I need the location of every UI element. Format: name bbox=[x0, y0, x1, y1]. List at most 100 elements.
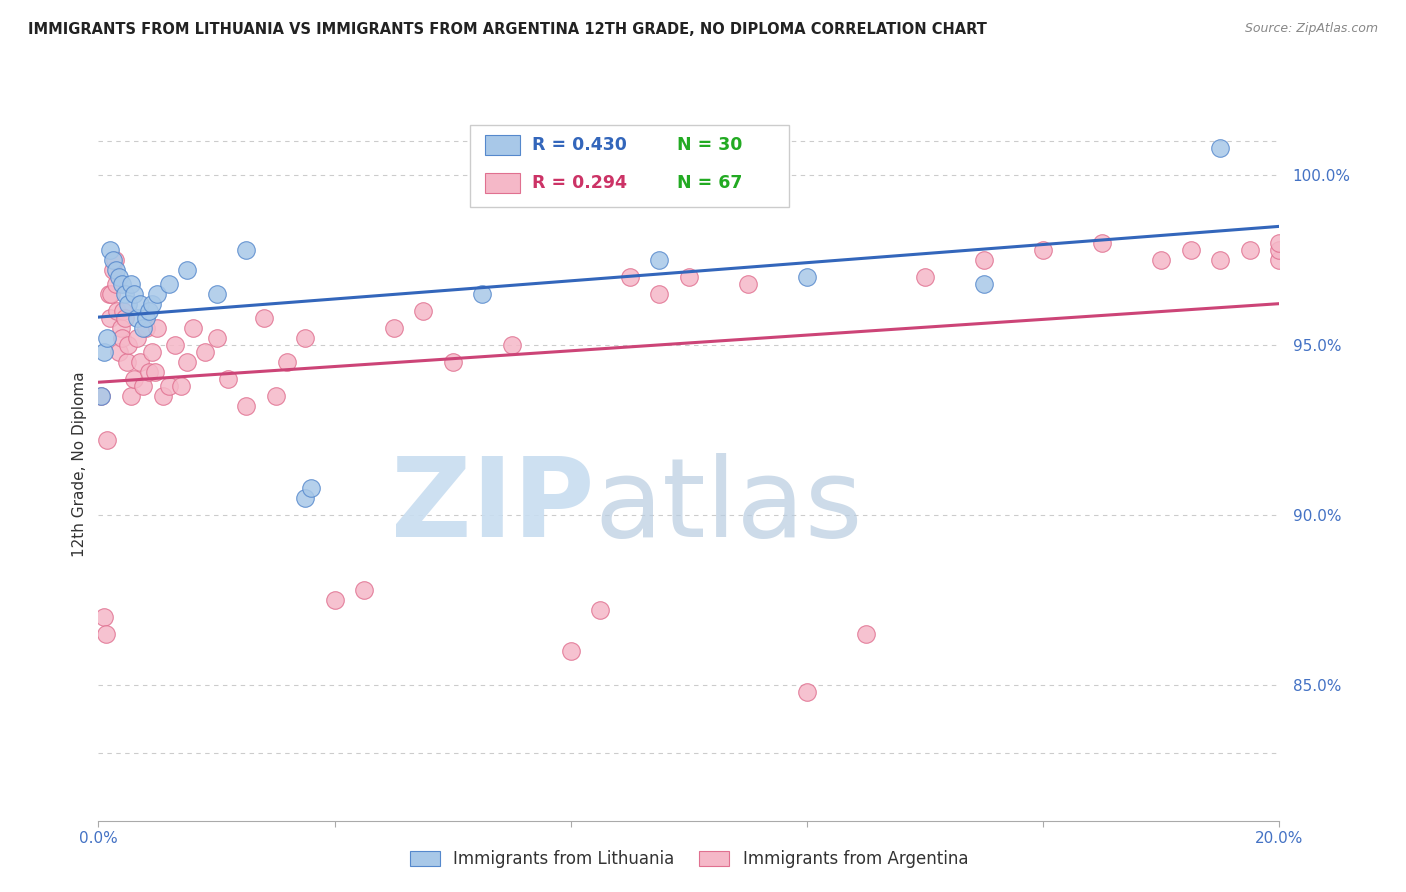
Point bbox=[93, 609, 115, 624]
Point bbox=[181, 321, 204, 335]
Point bbox=[90, 389, 112, 403]
Point bbox=[103, 263, 125, 277]
Point bbox=[143, 365, 166, 379]
Point bbox=[1032, 243, 1054, 257]
Point bbox=[589, 603, 612, 617]
Point bbox=[299, 481, 322, 495]
Point bbox=[110, 321, 132, 335]
Point bbox=[138, 365, 160, 379]
Point bbox=[165, 338, 187, 352]
Point bbox=[111, 277, 134, 291]
Point bbox=[100, 287, 122, 301]
Point bbox=[264, 389, 287, 403]
Point bbox=[205, 287, 228, 301]
Text: N = 67: N = 67 bbox=[678, 174, 742, 192]
Text: Source: ZipAtlas.com: Source: ZipAtlas.com bbox=[1244, 22, 1378, 36]
Point bbox=[253, 310, 276, 325]
Point bbox=[323, 592, 346, 607]
Point bbox=[141, 297, 163, 311]
Point bbox=[120, 277, 142, 291]
Point bbox=[1268, 235, 1291, 250]
Point bbox=[146, 287, 169, 301]
Point bbox=[294, 491, 316, 505]
Point bbox=[122, 287, 145, 301]
Point bbox=[412, 304, 434, 318]
Point bbox=[132, 321, 155, 335]
Point bbox=[276, 355, 298, 369]
FancyBboxPatch shape bbox=[485, 135, 520, 155]
Point bbox=[120, 389, 142, 403]
Point bbox=[105, 304, 128, 318]
Point bbox=[560, 644, 582, 658]
Point bbox=[157, 277, 180, 291]
Point bbox=[1150, 252, 1173, 267]
FancyBboxPatch shape bbox=[471, 125, 789, 207]
Point bbox=[111, 331, 134, 345]
Point bbox=[973, 252, 995, 267]
Text: ZIP: ZIP bbox=[391, 453, 595, 560]
Point bbox=[1268, 252, 1291, 267]
Point bbox=[128, 297, 150, 311]
Point bbox=[98, 310, 121, 325]
Point bbox=[152, 389, 174, 403]
FancyBboxPatch shape bbox=[485, 173, 520, 193]
Point bbox=[96, 433, 118, 447]
Point bbox=[122, 372, 145, 386]
Text: IMMIGRANTS FROM LITHUANIA VS IMMIGRANTS FROM ARGENTINA 12TH GRADE, NO DIPLOMA CO: IMMIGRANTS FROM LITHUANIA VS IMMIGRANTS … bbox=[28, 22, 987, 37]
Point bbox=[125, 310, 148, 325]
Text: R = 0.294: R = 0.294 bbox=[531, 174, 627, 192]
Point bbox=[105, 263, 128, 277]
Point bbox=[115, 355, 138, 369]
Point bbox=[1239, 243, 1261, 257]
Point bbox=[176, 263, 198, 277]
Point bbox=[619, 269, 641, 284]
Point bbox=[678, 269, 700, 284]
Point bbox=[146, 321, 169, 335]
Point bbox=[114, 310, 136, 325]
Point bbox=[1268, 243, 1291, 257]
Point bbox=[157, 378, 180, 392]
Point bbox=[217, 372, 239, 386]
Point bbox=[104, 252, 127, 267]
Point bbox=[105, 277, 128, 291]
Point bbox=[796, 684, 818, 698]
Point bbox=[94, 626, 117, 640]
Point bbox=[194, 344, 217, 359]
Point bbox=[98, 287, 121, 301]
Point bbox=[135, 310, 157, 325]
Point bbox=[1180, 243, 1202, 257]
Point bbox=[235, 243, 257, 257]
Point bbox=[170, 378, 193, 392]
Point bbox=[294, 331, 316, 345]
Point bbox=[914, 269, 936, 284]
Point bbox=[441, 355, 464, 369]
Point bbox=[1209, 141, 1232, 155]
Point bbox=[112, 304, 135, 318]
Point bbox=[235, 399, 257, 413]
Point bbox=[648, 252, 671, 267]
Text: atlas: atlas bbox=[595, 453, 863, 560]
Point bbox=[108, 269, 131, 284]
Point bbox=[103, 252, 125, 267]
Point bbox=[135, 321, 157, 335]
Point bbox=[93, 344, 115, 359]
Point bbox=[382, 321, 405, 335]
Point bbox=[1091, 235, 1114, 250]
Point bbox=[114, 287, 136, 301]
Legend: Immigrants from Lithuania, Immigrants from Argentina: Immigrants from Lithuania, Immigrants fr… bbox=[404, 844, 974, 875]
Point bbox=[796, 269, 818, 284]
Point bbox=[128, 355, 150, 369]
Point bbox=[648, 287, 671, 301]
Point bbox=[1209, 252, 1232, 267]
Point bbox=[353, 582, 375, 597]
Point bbox=[138, 304, 160, 318]
Point bbox=[117, 297, 139, 311]
Point bbox=[141, 344, 163, 359]
Text: R = 0.430: R = 0.430 bbox=[531, 136, 627, 153]
Point bbox=[132, 378, 155, 392]
Point bbox=[96, 331, 118, 345]
Point bbox=[855, 626, 877, 640]
Point bbox=[737, 277, 759, 291]
Text: N = 30: N = 30 bbox=[678, 136, 742, 153]
Y-axis label: 12th Grade, No Diploma: 12th Grade, No Diploma bbox=[72, 371, 87, 557]
